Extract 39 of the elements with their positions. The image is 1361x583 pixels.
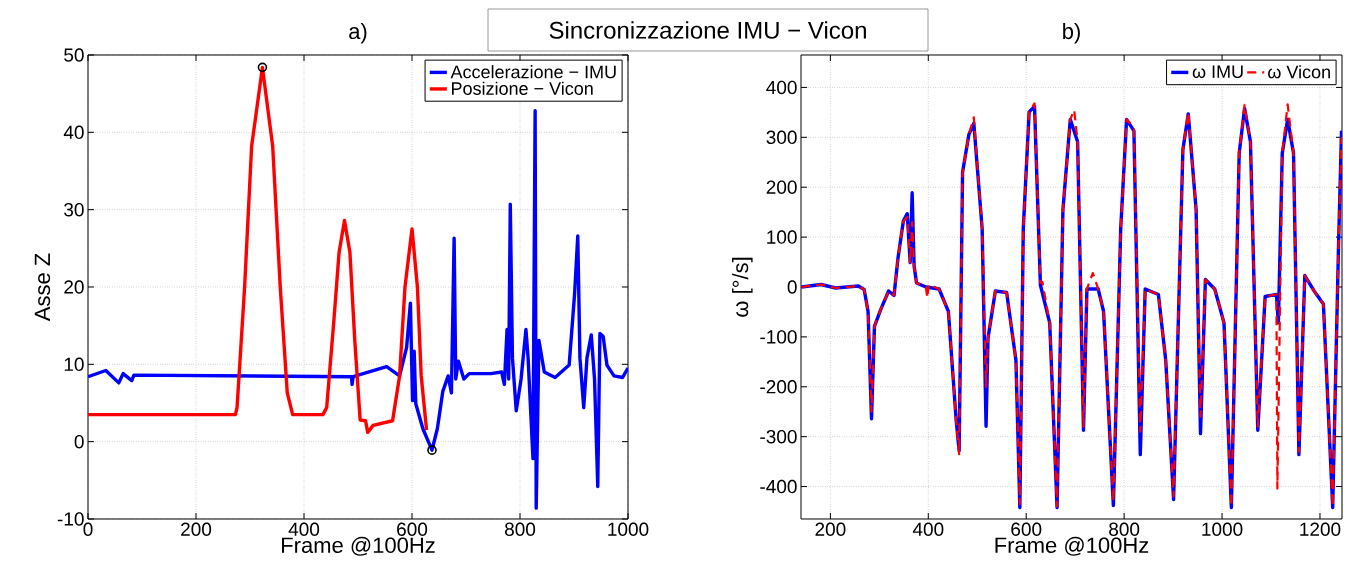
y-tick-label: 200 xyxy=(766,180,797,194)
x-axis-title: Frame @100Hz xyxy=(995,536,1149,556)
x-tick-label: 800 xyxy=(1109,522,1140,536)
x-tick-label: 200 xyxy=(815,522,846,536)
x-axis-title: Frame @100Hz xyxy=(282,536,435,556)
y-tick-label: 100 xyxy=(767,230,797,244)
text: Sincronizzazione IMU − Vicon xyxy=(549,21,866,39)
x-tick-label: 400 xyxy=(912,522,944,536)
y-tick-label: 300 xyxy=(766,130,797,145)
y-tick-label: 0 xyxy=(787,280,797,294)
legend-label: Accelerazione − IMU xyxy=(450,65,616,79)
y-tick-label: -10 xyxy=(57,512,84,526)
y-tick-label: 30 xyxy=(64,202,84,217)
y-tick-label: -100 xyxy=(760,330,797,344)
y-tick-label: -400 xyxy=(760,479,797,494)
x-tick-label: 0 xyxy=(83,522,93,536)
x-tick-label: 800 xyxy=(504,522,536,536)
y-tick-label: 50 xyxy=(64,48,84,62)
x-tick-label: 400 xyxy=(288,522,320,536)
legend-label: Posizione − Vicon xyxy=(452,81,593,95)
legend-label: ω IMU xyxy=(1192,65,1243,79)
y-axis-title: Asse Z xyxy=(34,253,51,322)
x-tick-label: 200 xyxy=(181,522,212,536)
y-tick-label: 40 xyxy=(63,125,84,140)
y-axis-title: ω [°/s] xyxy=(732,257,753,317)
y-tick-label: 0 xyxy=(74,434,84,449)
chart-title: b) xyxy=(1063,22,1080,44)
x-tick-label: 600 xyxy=(1011,522,1042,536)
x-tick-label: 1200 xyxy=(1300,522,1341,536)
y-tick-label: 20 xyxy=(64,280,84,294)
y-tick-label: 10 xyxy=(64,357,84,372)
legend-label: ω Vicon xyxy=(1268,65,1330,79)
x-tick-label: 1000 xyxy=(608,522,649,536)
x-tick-label: 600 xyxy=(397,522,428,536)
y-tick-label: 400 xyxy=(766,80,797,95)
x-tick-label: 1000 xyxy=(1202,522,1243,536)
y-tick-label: -200 xyxy=(760,380,797,394)
chart-title: a) xyxy=(349,22,367,44)
y-tick-label: -300 xyxy=(760,429,797,444)
